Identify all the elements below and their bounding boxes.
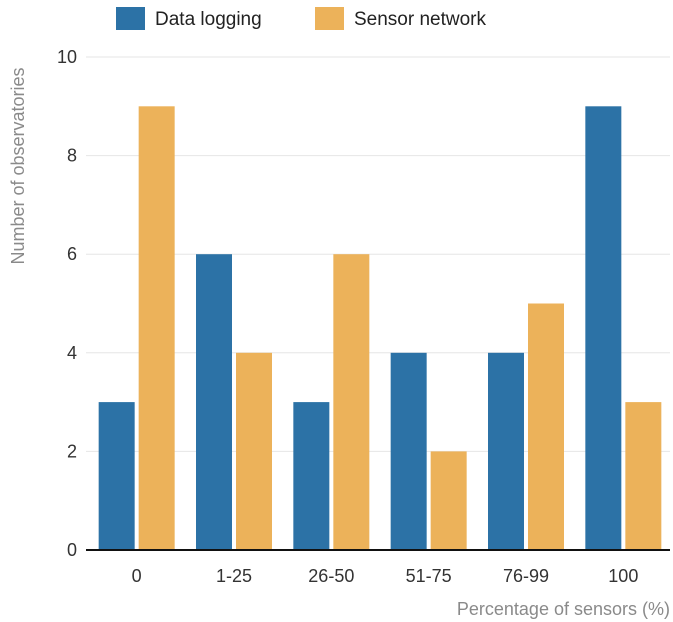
y-tick-label: 4 (67, 343, 77, 363)
x-tick-label: 26-50 (308, 566, 354, 586)
bar-sensor-network-76-99 (528, 303, 564, 550)
bar-sensor-network-51-75 (430, 451, 467, 550)
bar-data-logging-76-99 (488, 352, 524, 550)
x-tick-label: 100 (608, 566, 638, 586)
y-tick-label: 0 (67, 540, 77, 560)
x-tick-labels: 0 1-25 26-50 51-75 76-99 100 (132, 566, 639, 586)
x-tick-label: 76-99 (503, 566, 549, 586)
y-tick-labels: 0 2 4 6 8 10 (57, 47, 77, 560)
legend-label-sensor-network: Sensor network (354, 9, 487, 30)
y-tick-label: 2 (67, 441, 77, 461)
gridlines (86, 56, 670, 452)
x-axis-title: Percentage of sensors (%) (457, 599, 670, 619)
bar-data-logging-0 (98, 402, 135, 550)
bar-sensor-network-0 (138, 106, 175, 551)
bar-data-logging-51-75 (390, 352, 427, 550)
y-tick-label: 10 (57, 47, 77, 67)
legend-swatch-sensor-network (315, 7, 344, 30)
legend-swatch-data-logging (116, 7, 145, 30)
x-tick-label: 1-25 (216, 566, 252, 586)
bar-sensor-network-1-25 (236, 352, 272, 550)
legend: Data logging Sensor network (116, 7, 487, 30)
legend-label-data-logging: Data logging (155, 9, 262, 30)
y-tick-label: 6 (67, 244, 77, 264)
x-tick-label: 51-75 (406, 566, 452, 586)
bar-data-logging-26-50 (293, 402, 330, 550)
bar-sensor-network-26-50 (333, 254, 370, 550)
bars (98, 106, 662, 551)
bar-data-logging-1-25 (196, 254, 232, 550)
x-tick-label: 0 (132, 566, 142, 586)
bar-data-logging-100 (585, 106, 622, 551)
bar-sensor-network-100 (625, 402, 662, 550)
y-tick-label: 8 (67, 146, 77, 166)
y-axis-title: Number of observatories (8, 67, 28, 264)
